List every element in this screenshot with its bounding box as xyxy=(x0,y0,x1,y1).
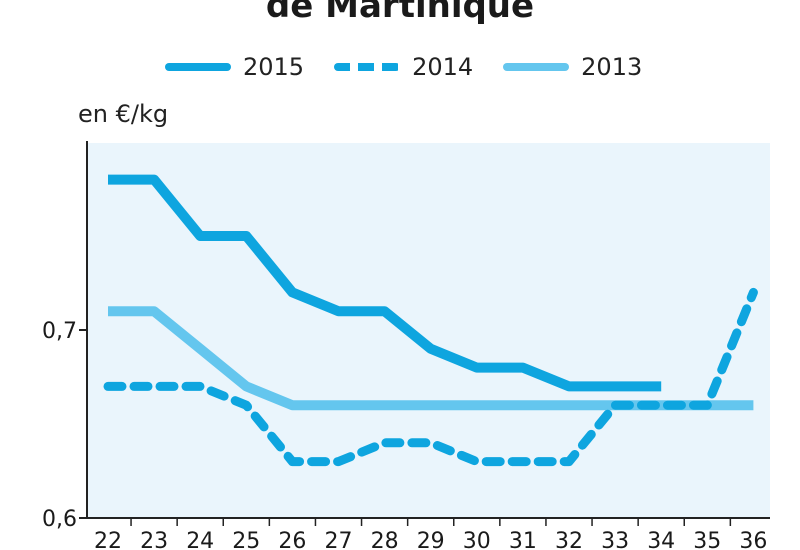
x-tick-label: 27 xyxy=(325,529,353,550)
y-tick-label: 0,7 xyxy=(42,319,77,344)
x-tick-label: 35 xyxy=(693,529,721,550)
legend-label-2014: 2014 xyxy=(412,53,474,81)
legend-swatch-2015 xyxy=(165,63,231,71)
y-tick-label: 0,6 xyxy=(42,507,77,532)
legend-item-2013: 2013 xyxy=(503,53,642,81)
legend-label-2015: 2015 xyxy=(243,53,305,81)
x-tick-label: 31 xyxy=(509,529,537,550)
x-tick-label: 23 xyxy=(140,529,168,550)
x-tick-label: 30 xyxy=(463,529,491,550)
series-line-2014 xyxy=(103,287,758,467)
legend-item-2014: 2014 xyxy=(334,53,473,81)
x-tick-label: 33 xyxy=(601,529,629,550)
legend-item-2015: 2015 xyxy=(165,53,304,81)
legend-swatch-2013 xyxy=(503,63,570,71)
x-tick-label: 22 xyxy=(94,529,122,550)
chart-title: de Martinique xyxy=(265,0,535,26)
x-tick-label: 29 xyxy=(417,529,445,550)
x-tick-label: 24 xyxy=(186,529,214,550)
legend: 2015 2014 2013 xyxy=(165,52,642,82)
x-tick-label: 26 xyxy=(278,529,306,550)
y-axis-unit-label: en €/kg xyxy=(78,100,169,128)
legend-swatch-2014 xyxy=(334,63,401,71)
x-tick-label: 32 xyxy=(555,529,583,550)
plot-area xyxy=(87,143,770,518)
legend-label-2013: 2013 xyxy=(581,53,643,81)
x-tick-label: 34 xyxy=(647,529,675,550)
x-tick-label: 25 xyxy=(232,529,260,550)
x-tick-label: 28 xyxy=(371,529,399,550)
x-tick-label: 36 xyxy=(739,529,767,550)
